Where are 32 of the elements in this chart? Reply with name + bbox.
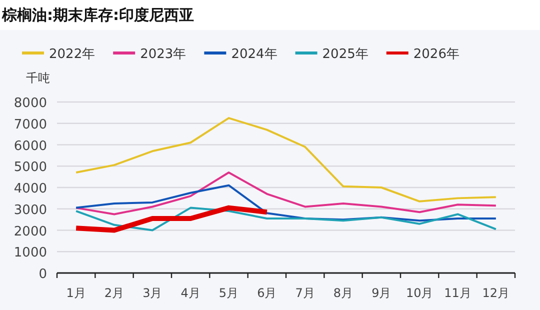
x-tick-label: 5月	[218, 286, 239, 300]
y-tick-label: 1000	[14, 246, 47, 261]
x-tick-label: 2月	[104, 286, 124, 300]
x-tick-label: 3月	[142, 286, 162, 300]
x-tick-label: 7月	[295, 286, 315, 300]
legend-label: 2025年	[322, 47, 368, 62]
x-tick-label: 12月	[482, 286, 510, 300]
legend-label: 2026年	[413, 47, 460, 62]
y-tick-label: 2000	[14, 224, 47, 240]
y-tick-label: 6000	[14, 138, 47, 154]
line-series	[75, 172, 497, 216]
y-axis-title: 千吨	[26, 71, 50, 85]
line-series	[75, 117, 497, 202]
x-tick-label: 6月	[257, 286, 277, 300]
x-tick-label: 11月	[444, 286, 472, 300]
legend-label: 2022年	[49, 47, 96, 62]
y-tick-label: 3000	[14, 202, 47, 218]
y-tick-label: 8000	[14, 96, 47, 111]
x-tick-label: 1月	[66, 286, 86, 300]
y-tick-label: 5000	[14, 160, 47, 176]
x-tick-label: 4月	[180, 286, 200, 300]
chart-title: 棕榈油:期末库存:印度尼西亚	[1, 6, 194, 24]
line-series	[75, 184, 497, 222]
x-tick-label: 8月	[333, 286, 354, 300]
y-tick-label: 4000	[14, 182, 47, 196]
y-tick-label: 7000	[14, 117, 47, 132]
x-tick-label: 9月	[372, 286, 392, 300]
legend-label: 2023年	[140, 47, 186, 62]
line-series	[75, 206, 497, 232]
y-tick-label: 0	[38, 267, 47, 282]
x-tick-label: 10月	[406, 286, 434, 300]
legend-label: 2024年	[231, 47, 278, 62]
